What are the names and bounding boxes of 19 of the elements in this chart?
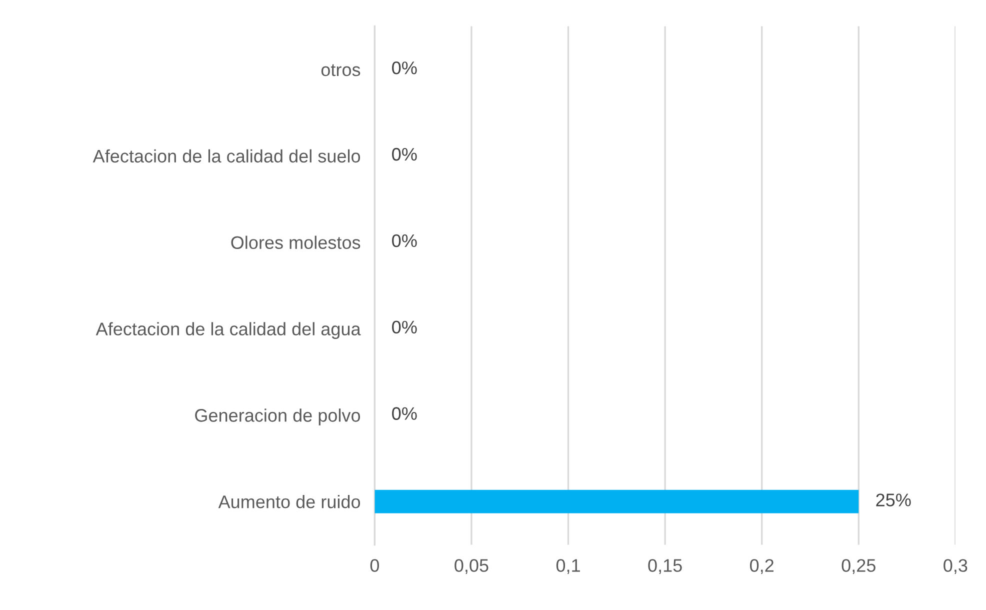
- y-tick-label: Afectacion de la calidad del suelo: [92, 149, 360, 163]
- x-tick-label: 0,3: [944, 559, 968, 574]
- x-tick-label: 0,2: [750, 559, 774, 574]
- data-label: 0%: [392, 407, 417, 420]
- data-label: 0%: [392, 320, 417, 334]
- y-tick-label: Afectacion de la calidad del agua: [96, 322, 361, 339]
- x-tick-label: 0,25: [842, 559, 876, 574]
- data-label: 0%: [392, 234, 417, 248]
- data-label: 0%: [392, 62, 417, 74]
- y-tick-label: Aumento de ruido: [218, 494, 360, 508]
- data-label: 0%: [392, 148, 417, 161]
- y-tick-label: Olores molestos: [231, 236, 360, 249]
- y-tick-label: Generacion de polvo: [195, 408, 360, 426]
- data-label: 25%: [876, 494, 911, 506]
- x-tick-label: 0,1: [556, 559, 580, 574]
- x-tick-label: 0,15: [648, 559, 682, 574]
- x-tick-label: 0: [370, 559, 379, 572]
- x-tick-label: 0,05: [454, 559, 488, 574]
- y-tick-label: otros: [321, 64, 360, 76]
